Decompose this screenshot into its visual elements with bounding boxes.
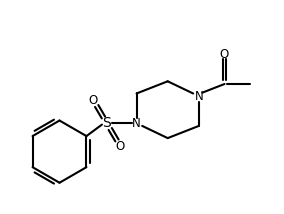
Text: S: S [103,116,111,130]
Text: O: O [116,140,125,153]
Text: O: O [89,94,98,107]
Text: N: N [195,90,203,103]
Text: O: O [220,48,229,61]
Text: N: N [132,117,141,130]
